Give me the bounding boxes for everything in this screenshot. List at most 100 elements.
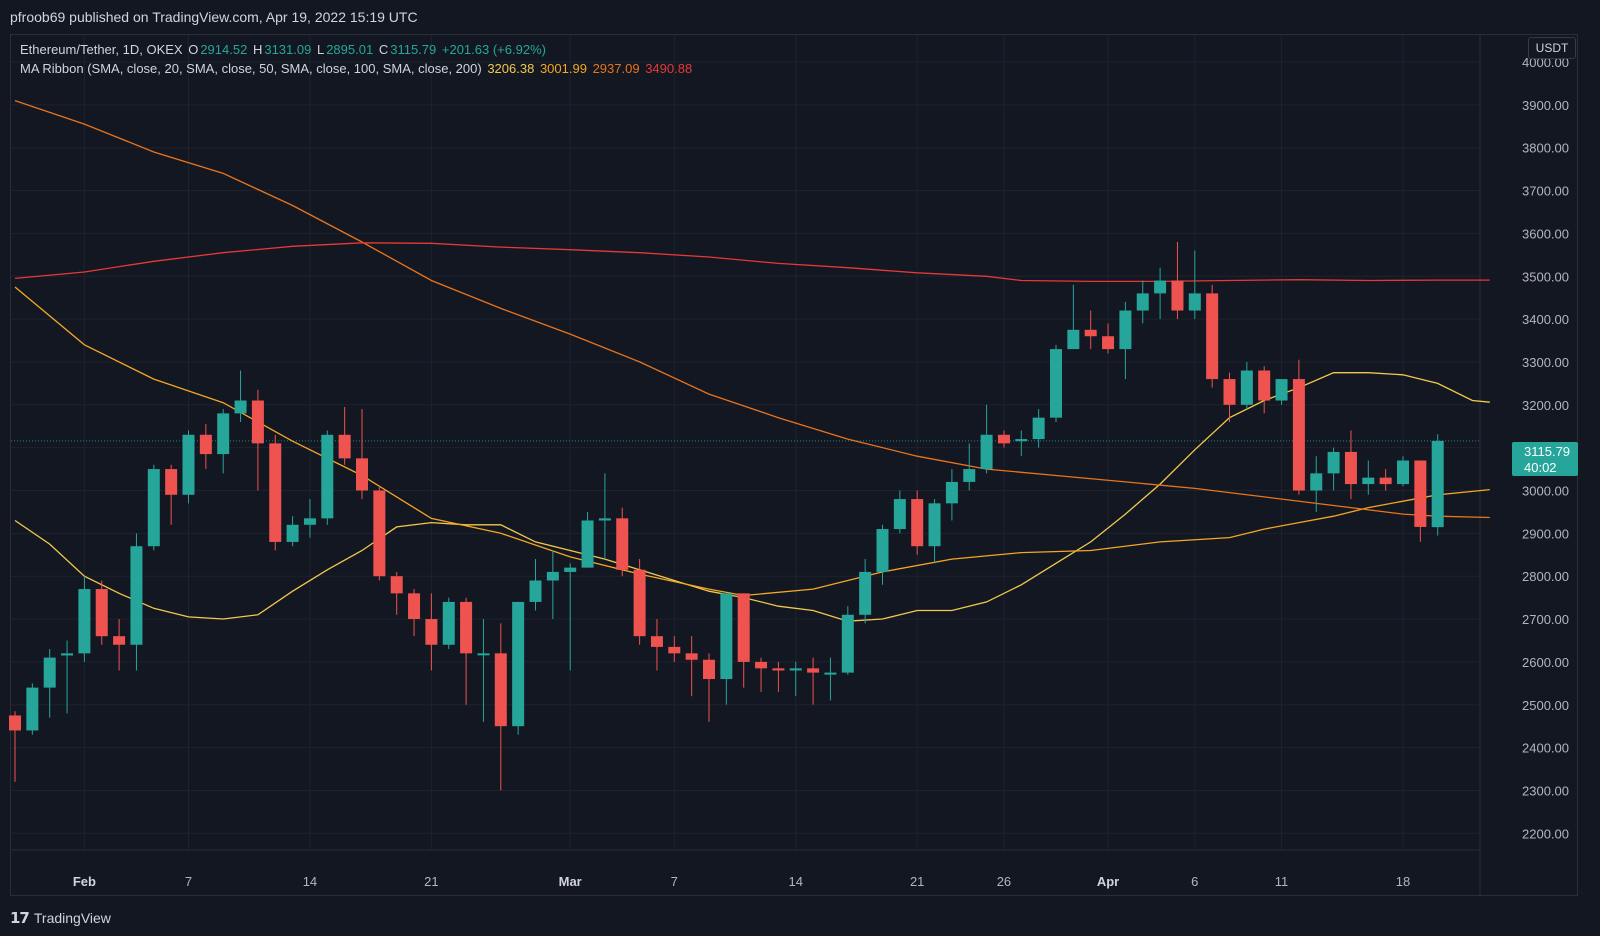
ma-line-sma-100 xyxy=(14,99,1490,519)
x-tick-label: 11 xyxy=(1275,874,1289,889)
candle-body xyxy=(1136,293,1149,311)
x-tick-label: 14 xyxy=(789,874,803,889)
ma200-value: 3490.88 xyxy=(645,61,693,76)
candle-body xyxy=(703,659,715,680)
candle-body xyxy=(529,580,542,602)
candle-body xyxy=(269,443,282,542)
candle-body xyxy=(650,636,663,647)
candle-body xyxy=(251,400,264,444)
y-tick-label: 2400.00 xyxy=(1522,741,1569,756)
candle-body xyxy=(1154,280,1167,294)
x-tick-label: 7 xyxy=(671,874,678,889)
candle-body xyxy=(616,518,629,570)
candle-body xyxy=(1102,336,1115,350)
high-label: H xyxy=(252,42,263,57)
candle-body xyxy=(442,601,455,645)
candle-body xyxy=(755,661,768,669)
close-value: 3115.79 xyxy=(390,42,437,57)
candle-body xyxy=(26,687,39,731)
candle-body xyxy=(165,469,178,495)
y-tick-label: 3300.00 xyxy=(1522,355,1569,370)
candle-body xyxy=(685,653,698,660)
y-tick-label: 3600.00 xyxy=(1522,226,1569,241)
candle-body xyxy=(1275,379,1288,401)
candle-body xyxy=(997,434,1010,444)
candle-body xyxy=(1171,280,1184,311)
y-tick-label: 2500.00 xyxy=(1522,698,1569,713)
tradingview-logo[interactable]: 17 TradingView xyxy=(10,909,111,927)
candle-body xyxy=(408,593,421,620)
candle-body xyxy=(581,520,594,568)
candle-body xyxy=(78,589,91,654)
y-tick-label: 3200.00 xyxy=(1522,398,1569,413)
candle-body xyxy=(668,646,681,654)
footer xyxy=(0,896,1600,936)
candle-body xyxy=(1119,310,1132,350)
low-label: L xyxy=(316,42,325,57)
candle-body xyxy=(147,469,160,547)
x-tick-label: 18 xyxy=(1396,874,1410,889)
symbol-label[interactable]: Ethereum/Tether, 1D, OKEX xyxy=(20,42,183,57)
candle-body xyxy=(1015,439,1028,442)
tradingview-brand-text: TradingView xyxy=(33,910,111,926)
open-label: O xyxy=(188,42,199,57)
candle-body xyxy=(1240,370,1253,405)
candle-body xyxy=(980,434,993,470)
candle-body xyxy=(928,503,941,547)
y-tick-label: 3000.00 xyxy=(1522,484,1569,499)
candle-body xyxy=(859,571,872,615)
candle-body xyxy=(1206,293,1219,380)
change-value: +201.63 (+6.92%) xyxy=(441,42,546,57)
candle-body xyxy=(546,571,559,581)
candle-body xyxy=(633,569,646,637)
currency-button[interactable]: USDT xyxy=(1528,37,1576,59)
candle-body xyxy=(286,524,299,542)
candle-body xyxy=(876,529,889,572)
candle-body xyxy=(217,413,230,455)
candle-body xyxy=(1050,349,1062,418)
x-tick-label: Feb xyxy=(73,874,96,889)
y-tick-label: 3800.00 xyxy=(1522,141,1569,156)
y-tick-label: 3900.00 xyxy=(1522,98,1569,113)
candle-body xyxy=(61,653,74,656)
y-tick-label: 2700.00 xyxy=(1522,612,1569,627)
candle-body xyxy=(824,672,837,675)
x-tick-label: Mar xyxy=(559,874,582,889)
y-tick-label: 2200.00 xyxy=(1522,826,1569,841)
candle-body xyxy=(512,601,525,727)
x-tick-label: Apr xyxy=(1097,874,1119,889)
candle-body xyxy=(130,546,143,645)
candle-body xyxy=(1414,460,1427,527)
candle-body xyxy=(1362,477,1375,485)
chart-legend: Ethereum/Tether, 1D, OKEX O 2914.52 H 3131… xyxy=(20,40,694,78)
candle-body xyxy=(182,434,195,495)
ohlc-legend-row[interactable]: Ethereum/Tether, 1D, OKEX O 2914.52 H 3131… xyxy=(20,40,694,59)
x-tick-label: 6 xyxy=(1191,874,1198,889)
publish-header: pfroob69 published on TradingView.com, A… xyxy=(0,0,1600,34)
candle-body xyxy=(598,518,611,521)
candle-body xyxy=(234,400,247,414)
close-label: C xyxy=(378,42,389,57)
candle-body xyxy=(9,715,21,731)
y-tick-label: 3700.00 xyxy=(1522,184,1569,199)
candle-body xyxy=(789,668,802,671)
ma-ribbon-label[interactable]: MA Ribbon (SMA, close, 20, SMA, close, 5… xyxy=(20,61,482,76)
candle-body xyxy=(807,668,820,673)
candle-body xyxy=(460,601,473,654)
ma-legend-row[interactable]: MA Ribbon (SMA, close, 20, SMA, close, 5… xyxy=(20,59,694,78)
candle-body xyxy=(1344,451,1357,485)
ma-line-sma-200 xyxy=(14,242,1490,283)
candle-body xyxy=(1223,379,1236,405)
candle-body xyxy=(1379,477,1392,485)
x-tick-label: 21 xyxy=(910,874,924,889)
candle-body xyxy=(303,518,316,525)
candle-body xyxy=(199,434,212,455)
candle-body xyxy=(373,490,386,577)
candle-body xyxy=(477,653,490,656)
bar-countdown: 40:02 xyxy=(1524,460,1557,475)
candle-body xyxy=(720,593,733,680)
ma20-value: 3206.38 xyxy=(487,61,535,76)
high-value: 3131.09 xyxy=(264,42,312,57)
candle-body xyxy=(425,619,438,645)
